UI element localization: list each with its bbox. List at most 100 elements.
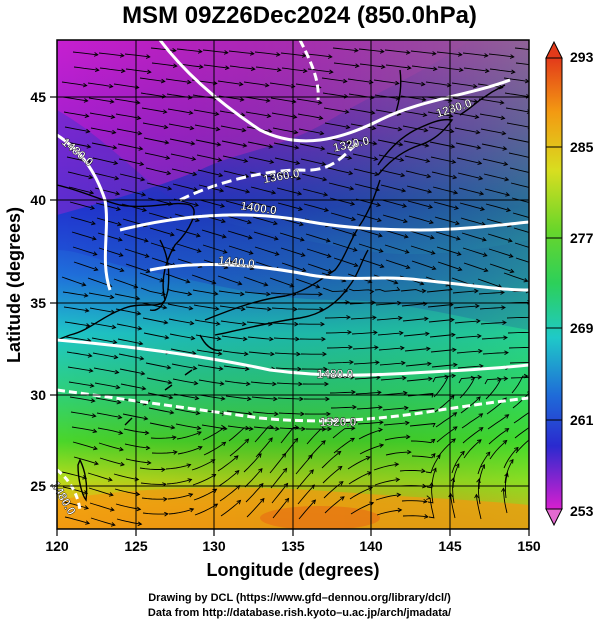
streamline xyxy=(229,65,255,70)
streamline xyxy=(193,304,219,310)
streamline xyxy=(430,349,456,353)
streamline-arrowhead xyxy=(430,250,436,255)
streamline xyxy=(99,67,125,72)
streamline xyxy=(324,316,351,319)
streamline xyxy=(94,187,120,195)
streamline-arrowhead xyxy=(346,140,352,145)
streamline xyxy=(254,426,274,443)
streamline-arrowhead xyxy=(189,507,195,513)
streamline xyxy=(359,258,384,268)
contour-label: 1480.0 xyxy=(317,367,354,381)
streamline xyxy=(169,333,195,340)
streamline-arrowhead xyxy=(397,507,403,513)
streamline-arrowhead xyxy=(166,170,172,176)
streamline-arrowhead xyxy=(397,126,403,132)
streamline-arrowhead xyxy=(352,404,357,410)
streamline-arrowhead xyxy=(139,355,145,361)
streamline xyxy=(299,143,325,150)
streamline xyxy=(219,485,240,502)
streamline-arrowhead xyxy=(210,459,216,464)
streamline-arrowhead xyxy=(192,365,198,371)
streamline-arrowhead xyxy=(301,267,307,273)
streamline xyxy=(63,306,89,312)
streamline-arrowhead xyxy=(498,84,504,90)
streamline-arrowhead xyxy=(136,310,142,316)
streamline-arrowhead xyxy=(477,439,482,444)
streamline-arrowhead xyxy=(354,63,360,69)
streamline xyxy=(63,111,89,117)
streamline xyxy=(224,185,250,193)
streamline-arrowhead xyxy=(500,115,506,121)
streamline-arrowhead xyxy=(92,251,98,256)
streamline xyxy=(356,406,382,410)
streamline-arrowhead xyxy=(476,478,481,484)
streamline xyxy=(450,493,456,519)
streamline xyxy=(349,487,373,500)
streamline-arrowhead xyxy=(221,441,227,447)
streamline xyxy=(411,260,436,270)
streamline-arrowhead xyxy=(301,53,307,58)
streamline xyxy=(455,335,481,339)
streamline xyxy=(482,158,508,165)
streamline-arrowhead xyxy=(294,425,300,430)
streamline xyxy=(432,375,456,383)
streamline xyxy=(347,78,373,83)
streamline xyxy=(165,464,191,470)
streamline xyxy=(322,287,348,292)
streamline-arrowhead xyxy=(348,344,353,350)
streamline-arrowhead xyxy=(268,437,273,442)
streamline xyxy=(248,156,274,163)
streamline xyxy=(306,53,332,58)
streamline-arrowhead xyxy=(172,48,177,53)
streamline xyxy=(352,346,378,350)
streamline xyxy=(73,456,99,465)
streamline-arrowhead xyxy=(163,124,169,130)
streamline xyxy=(89,502,115,511)
streamline-arrowhead xyxy=(244,438,250,444)
streamline xyxy=(461,232,487,241)
streamline-arrowhead xyxy=(428,204,433,209)
streamline-arrowhead xyxy=(115,384,121,390)
x-tick-labels: 120 125 130 135 140 145 150 xyxy=(45,538,541,554)
streamline xyxy=(451,82,477,88)
x-tick-label: 135 xyxy=(281,538,305,554)
streamline-arrowhead xyxy=(259,497,265,503)
streamline-arrowhead xyxy=(137,130,143,136)
streamline xyxy=(400,289,426,292)
streamline-arrowhead xyxy=(84,113,90,119)
streamline-arrowhead xyxy=(118,430,124,435)
streamline xyxy=(225,395,251,400)
streamline-arrowhead xyxy=(451,438,456,443)
streamline-arrowhead xyxy=(194,395,200,401)
streamline-arrowhead xyxy=(108,83,114,89)
streamline xyxy=(457,172,483,180)
streamline xyxy=(456,350,482,354)
streamline xyxy=(61,471,87,479)
streamline-arrowhead xyxy=(523,373,529,379)
colorbar-tick-label: 261 xyxy=(570,412,594,428)
streamline-arrowhead xyxy=(374,345,379,350)
streamline xyxy=(409,230,435,239)
streamline xyxy=(452,290,478,294)
streamline xyxy=(303,203,329,212)
streamline-arrowhead xyxy=(532,202,536,206)
streamline xyxy=(70,411,96,417)
streamline-arrowhead xyxy=(167,380,173,385)
streamline xyxy=(175,423,201,429)
streamline xyxy=(69,396,95,402)
streamline-arrowhead xyxy=(241,127,247,133)
streamline xyxy=(142,122,168,129)
streamline xyxy=(356,213,382,222)
streamline-arrowhead xyxy=(348,170,354,176)
streamline xyxy=(322,466,343,484)
streamline-arrowhead xyxy=(432,467,437,473)
streamline xyxy=(375,494,401,501)
streamline xyxy=(435,231,461,240)
streamline-arrowhead xyxy=(110,522,116,527)
streamline xyxy=(93,367,119,374)
streamline xyxy=(203,64,229,69)
colorbar-bottom-arrow xyxy=(545,508,563,527)
streamline xyxy=(505,107,529,113)
streamline-arrowhead xyxy=(113,160,119,166)
streamline xyxy=(385,64,411,69)
